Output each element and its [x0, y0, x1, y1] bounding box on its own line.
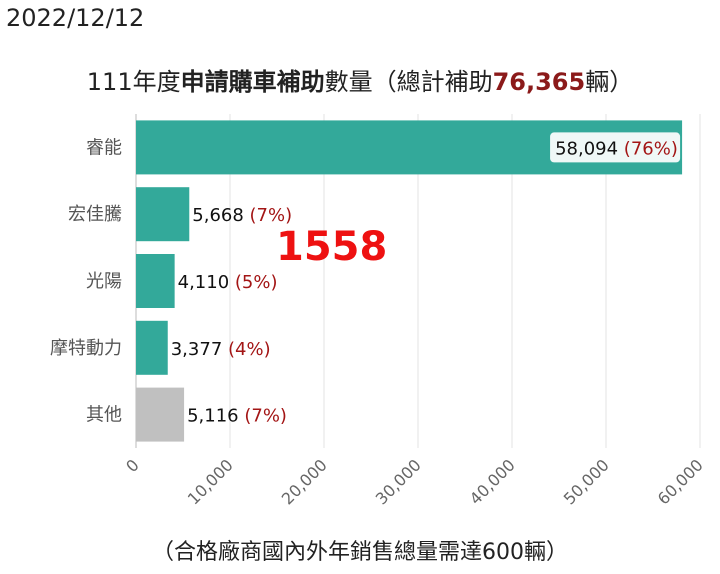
category-label: 宏佳騰 [68, 204, 122, 225]
title-total: 76,365 [492, 68, 586, 96]
data-label-percent: (76%) [624, 138, 678, 159]
title-prefix: 111年度 [86, 68, 181, 96]
annotation-number: 1558 [276, 224, 388, 270]
x-tick-label: 10,000 [184, 455, 237, 508]
data-label: 5,116 (7%) [187, 406, 287, 427]
x-tick-label: 60,000 [654, 455, 707, 508]
data-label-percent: (4%) [228, 339, 271, 360]
bar [136, 254, 175, 308]
bar [136, 387, 185, 442]
category-label: 睿能 [86, 137, 122, 158]
bar [136, 320, 168, 375]
data-label: 3,377 (4%) [171, 339, 271, 360]
category-label: 光陽 [86, 271, 122, 292]
data-label-value: 3,377 [171, 339, 228, 360]
data-label-percent: (7%) [250, 205, 293, 226]
data-label-value: 5,668 [192, 205, 249, 226]
date-label: 2022/12/12 [6, 4, 145, 32]
data-label: 58,094 (76%) [555, 138, 678, 159]
title-bold: 申請購車補助 [180, 68, 325, 96]
bar [136, 187, 190, 242]
data-label-value: 5,116 [187, 406, 244, 427]
data-label-value: 4,110 [178, 272, 235, 293]
data-label-background [550, 132, 681, 163]
x-tick-label: 50,000 [560, 455, 613, 508]
category-label: 摩特動力 [50, 338, 122, 359]
data-label: 4,110 (5%) [178, 272, 278, 293]
footnote: （合格廠商國內外年銷售總量需達600輛） [152, 540, 568, 565]
data-label-value: 58,094 [555, 138, 624, 159]
data-label-percent: (7%) [244, 406, 287, 427]
category-label: 其他 [86, 405, 122, 426]
data-label-percent: (5%) [235, 272, 278, 293]
x-tick-label: 40,000 [466, 455, 519, 508]
data-label: 5,668 (7%) [192, 205, 292, 226]
x-tick-label: 30,000 [372, 455, 425, 508]
x-tick-label: 0 [122, 455, 143, 476]
title-middle: 數量（總計補助 [324, 68, 493, 96]
title-suffix: 輛） [585, 68, 634, 96]
x-tick-label: 20,000 [278, 455, 331, 508]
chart-title: 111年度申請購車補助數量（總計補助76,365輛） [0, 62, 720, 97]
